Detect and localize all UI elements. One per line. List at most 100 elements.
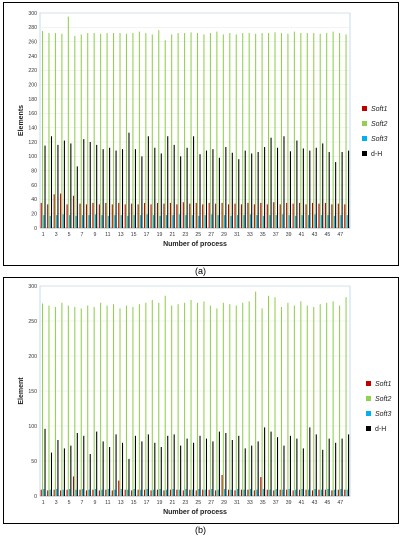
x-tick-label: 35: [260, 232, 266, 238]
bar-dh: [315, 147, 317, 228]
bar-soft2: [177, 304, 179, 496]
bar-dh: [244, 448, 246, 496]
bar-dh: [160, 447, 162, 496]
legend-swatch-dh: [366, 426, 371, 431]
bar-soft2: [196, 302, 199, 496]
bar-soft2: [255, 33, 257, 229]
bar-soft2: [306, 33, 308, 228]
bar-dh: [283, 136, 285, 228]
bar-dh: [141, 156, 143, 228]
bar-dh: [335, 162, 337, 228]
x-tick-label: 31: [234, 232, 240, 238]
bar-dh: [302, 148, 304, 228]
bar-soft1: [215, 203, 217, 228]
y-tick-label: 160: [28, 111, 37, 117]
bar-soft2: [171, 305, 173, 496]
bar-dh: [57, 440, 59, 496]
bar-soft3: [249, 214, 251, 228]
bar-soft1: [299, 489, 301, 496]
bar-soft2: [190, 300, 192, 496]
bar-soft2: [306, 305, 308, 496]
bar-soft1: [292, 203, 294, 228]
bar-soft1: [98, 490, 100, 496]
bar-soft2: [345, 34, 347, 228]
legend-swatch-soft2: [362, 121, 367, 126]
bar-soft3: [146, 214, 148, 228]
x-tick-label: 7: [81, 232, 84, 238]
bar-soft1: [73, 195, 75, 228]
bar-dh: [238, 435, 240, 496]
bar-soft2: [145, 33, 147, 228]
bar-soft1: [221, 202, 223, 228]
bar-soft3: [127, 215, 129, 228]
bar-dh: [302, 448, 304, 496]
x-tick-label: 37: [273, 500, 279, 506]
bar-soft1: [208, 489, 210, 496]
bar-soft1: [47, 490, 49, 496]
x-tick-label: 37: [273, 232, 279, 238]
bar-soft2: [41, 30, 44, 228]
bar-dh: [322, 449, 324, 496]
bar-dh: [50, 452, 53, 496]
bar-soft3: [191, 215, 193, 228]
bar-soft2: [184, 33, 186, 228]
bar-soft2: [242, 302, 244, 496]
bar-soft3: [224, 215, 226, 228]
bar-dh: [134, 149, 136, 228]
bar-soft1: [240, 204, 242, 228]
bar-soft3: [56, 215, 58, 228]
bar-soft2: [87, 33, 89, 228]
y-tick-label: 250: [28, 319, 37, 325]
bar-soft3: [120, 215, 122, 228]
bar-soft2: [203, 301, 205, 496]
bar-dh: [205, 438, 208, 496]
y-tick-label: 200: [28, 354, 37, 360]
bar-soft2: [119, 33, 121, 228]
bar-soft1: [286, 202, 288, 228]
bar-soft3: [224, 489, 226, 496]
bar-soft2: [171, 34, 173, 228]
chart-panel-a: 0 20 40 60 80 100 120 140 160 180 200 220 240 260 280 3…: [3, 2, 399, 266]
x-tick-label: 45: [325, 232, 331, 238]
bar-soft2: [41, 303, 44, 496]
bar-dh: [199, 154, 201, 228]
x-tick-label: 11: [105, 232, 110, 238]
legend-label-dh: d-H: [371, 151, 382, 158]
bar-dh: [167, 435, 169, 496]
bar-soft3: [43, 215, 45, 228]
bar-soft2: [151, 300, 153, 496]
bar-soft3: [172, 489, 174, 496]
legend-swatch-soft3: [366, 411, 371, 416]
bar-soft2: [339, 305, 341, 496]
bar-soft1: [79, 203, 81, 228]
bar-dh: [44, 145, 46, 228]
x-tick-label: 7: [81, 500, 84, 506]
bar-dh: [121, 149, 124, 228]
bar-dh: [83, 435, 85, 496]
bar-dh: [154, 147, 156, 228]
y-tick-label: 0: [34, 494, 37, 500]
x-tick-label: 25: [195, 232, 201, 238]
bar-soft1: [266, 204, 268, 228]
bar-soft1: [234, 203, 236, 228]
bar-soft1: [234, 490, 236, 496]
bar-soft2: [87, 305, 89, 496]
x-tick-label: 9: [93, 500, 96, 506]
bar-soft3: [301, 489, 303, 496]
bar-dh: [102, 149, 104, 228]
bar-soft1: [156, 489, 159, 496]
x-tick-label: 15: [131, 500, 137, 506]
bar-soft3: [314, 489, 316, 496]
x-axis-label: Number of process: [163, 241, 227, 248]
bar-dh: [218, 157, 220, 228]
bar-soft3: [340, 215, 342, 228]
legend-swatch-dh: [362, 151, 367, 156]
bar-soft3: [204, 215, 206, 228]
bar-soft1: [92, 489, 94, 496]
bar-soft2: [132, 33, 134, 228]
bar-dh: [322, 143, 324, 228]
bar-soft3: [94, 489, 96, 496]
bar-dh: [257, 152, 259, 228]
bar-dh: [193, 442, 195, 496]
